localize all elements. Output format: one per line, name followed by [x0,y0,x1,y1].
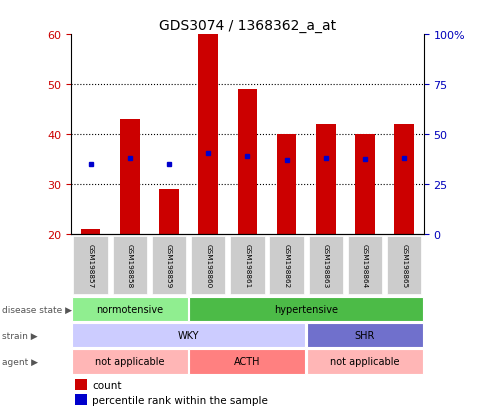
FancyBboxPatch shape [270,236,304,294]
FancyBboxPatch shape [190,297,423,321]
Bar [238,90,257,234]
FancyBboxPatch shape [74,236,108,294]
Bar [277,135,296,234]
Bar [120,120,140,234]
Text: GSM198861: GSM198861 [245,243,250,287]
Text: SHR: SHR [355,330,375,340]
Text: GSM198857: GSM198857 [88,243,94,287]
Text: strain ▶: strain ▶ [2,331,38,340]
Text: normotensive: normotensive [97,304,163,314]
FancyBboxPatch shape [309,236,343,294]
Bar [316,125,336,234]
Bar [74,394,87,406]
Text: hypertensive: hypertensive [274,304,338,314]
Text: GSM198859: GSM198859 [166,243,172,287]
Text: GSM198860: GSM198860 [205,243,211,287]
FancyBboxPatch shape [72,349,188,374]
FancyBboxPatch shape [191,236,225,294]
FancyBboxPatch shape [387,236,421,294]
FancyBboxPatch shape [190,349,305,374]
FancyBboxPatch shape [113,236,147,294]
Bar [198,35,218,234]
Bar [394,125,414,234]
Text: disease state ▶: disease state ▶ [2,305,73,314]
FancyBboxPatch shape [72,297,188,321]
Text: ACTH: ACTH [234,356,261,367]
Bar [81,229,100,234]
FancyBboxPatch shape [348,236,382,294]
Text: WKY: WKY [178,330,199,340]
Title: GDS3074 / 1368362_a_at: GDS3074 / 1368362_a_at [159,19,336,33]
Text: GSM198858: GSM198858 [127,243,133,287]
FancyBboxPatch shape [72,323,305,347]
Bar [159,189,179,234]
Text: GSM198862: GSM198862 [284,243,290,287]
FancyBboxPatch shape [307,323,423,347]
Text: not applicable: not applicable [330,356,400,367]
Text: agent ▶: agent ▶ [2,357,38,366]
FancyBboxPatch shape [230,236,265,294]
Text: percentile rank within the sample: percentile rank within the sample [92,395,268,405]
FancyBboxPatch shape [307,349,423,374]
Text: count: count [92,380,122,389]
Bar [74,379,87,390]
Bar [355,135,375,234]
FancyBboxPatch shape [152,236,186,294]
Text: GSM198864: GSM198864 [362,243,368,287]
Text: GSM198865: GSM198865 [401,243,407,287]
Text: not applicable: not applicable [95,356,165,367]
Text: GSM198863: GSM198863 [323,243,329,287]
